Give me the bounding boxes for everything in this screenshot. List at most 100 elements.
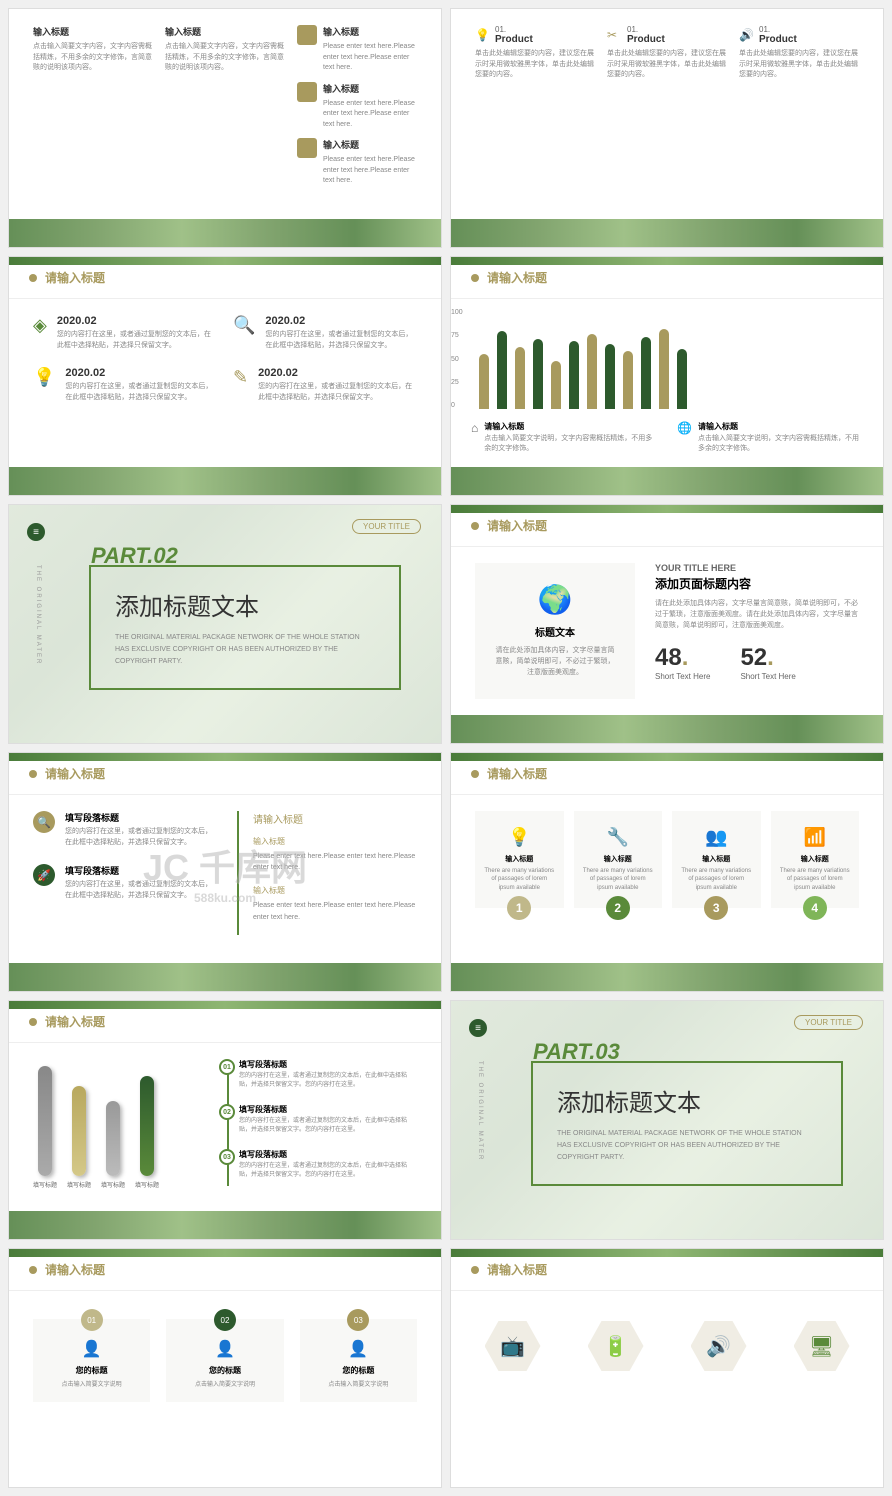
leaf-decoration [9, 753, 441, 761]
numbered-card: 02 👤 您的标题 点击输入简要文字说明 [166, 1319, 283, 1402]
part-number: PART.02 [91, 543, 178, 569]
slide-2: 💡 01. Product 单击此处编辑您要的内容，建议您在展示时采用微软雅黑字… [450, 8, 884, 248]
slide-header: 请输入标题 [45, 1013, 105, 1030]
product-icon: 💡 [475, 28, 489, 42]
stats-column: YOUR TITLE HERE 添加页面标题内容 请在此处添加具体内容，文字尽量… [655, 563, 859, 699]
feature-card: 💡 输入标题 There are many variations of pass… [475, 811, 564, 908]
slide-8: 请输入标题 💡 输入标题 There are many variations o… [450, 752, 884, 992]
product-title: Product [495, 34, 533, 45]
section-header: 请输入标题 [253, 811, 417, 826]
subtitle: YOUR TITLE HERE [655, 563, 859, 573]
slide-9: 请输入标题 填写标题 填写标题 填写标题 填写标题 01 填写段落标题 您的内容… [8, 1000, 442, 1240]
item-desc: Please enter text here.Please enter text… [323, 155, 417, 187]
card-title: 输入标题 [483, 854, 556, 864]
card-number: 3 [704, 896, 728, 920]
timeline-item: 03 填写段落标题 您的内容打在这里，或者通过复制您的文本后，在此框中选择粘贴，… [239, 1149, 417, 1180]
timeline-date: 2020.02 [65, 367, 217, 379]
stat-label: Short Text Here [740, 672, 795, 681]
slide-header: 请输入标题 [45, 765, 105, 782]
product-item: 💡 01. Product 单击此处编辑您要的内容，建议您在展示时采用微软雅黑字… [475, 25, 595, 81]
house-icon: ⌂ [471, 421, 478, 454]
card-number: 1 [507, 896, 531, 920]
card-badge: 01 [81, 1309, 103, 1331]
timeline-icon: ◈ [33, 315, 47, 351]
timeline-icon: 💡 [33, 367, 55, 403]
part-subtitle: THE ORIGINAL MATERIAL PACKAGE NETWORK OF… [115, 632, 375, 668]
timeline-desc: 您的内容打在这里，或者通过复制您的文本后，在此框中选择粘贴，并选择只保留文字。 [265, 330, 417, 351]
chart-bar [587, 334, 597, 409]
globe-icon: 🌐 [677, 421, 692, 454]
timeline-desc: 您的内容打在这里，或者通过复制您的文本后，在此框中选择粘贴，并选择只保留文字。 [258, 382, 417, 403]
part-subtitle: THE ORIGINAL MATERIAL PACKAGE NETWORK OF… [557, 1128, 817, 1164]
card-title: 您的标题 [47, 1365, 136, 1376]
part-title: 添加标题文本 [115, 587, 375, 622]
bar-chart: 1007550250 [471, 309, 863, 409]
stat-item: 48. Short Text Here [655, 644, 710, 681]
card-icon: 📶 [779, 827, 852, 848]
card-desc: There are many variations of passages of… [483, 867, 556, 892]
header-bullet-icon [29, 274, 37, 282]
chart-bar [677, 349, 687, 409]
hexagon-icons: 📺 🔋 🔊 🖥 [451, 1291, 883, 1401]
right-column: 请输入标题 输入标题 Please enter text here.Please… [237, 811, 417, 935]
header-bullet-icon [29, 1018, 37, 1026]
bar-label: 填写标题 [135, 1180, 159, 1189]
slide-part-02: ≡ YOUR TITLE THE ORIGINAL MATER PART.02 … [8, 504, 442, 744]
chart-bar [641, 337, 651, 409]
slide-6: 请输入标题 🌍 标题文本 请在此处添加具体内容，文字尽量言简意赅，简单说明即可，… [450, 504, 884, 744]
slide-7: 请输入标题 🔍 填写段落标题 您的内容打在这里，或者通过复制您的文本后，在此框中… [8, 752, 442, 992]
y-axis-label: 50 [451, 356, 463, 363]
feature-card: 👥 输入标题 There are many variations of pass… [672, 811, 761, 908]
product-title: Product [627, 34, 665, 45]
timeline-icon: 🔍 [233, 315, 255, 351]
leaf-decoration [9, 1001, 441, 1009]
vertical-bars: 填写标题 填写标题 填写标题 填写标题 [33, 1059, 203, 1194]
card-badge: 03 [347, 1309, 369, 1331]
header-bullet-icon [471, 1266, 479, 1274]
header-bullet-icon [471, 522, 479, 530]
chart-label: ⌂ 请输入标题 点击输入简要文字说明，文字内容需概括精炼，不用多余的文字修饰。 [471, 421, 657, 454]
slide-4: 请输入标题 1007550250 ⌂ 请输入标题 点击输入简要文字说明，文字内容… [450, 256, 884, 496]
label-desc: 点击输入简要文字说明，文字内容需概括精炼，不用多余的文字修饰。 [484, 434, 657, 454]
card-icon: 💡 [483, 827, 556, 848]
label-title: 请输入标题 [484, 421, 657, 432]
item-desc: Please enter text here.Please enter text… [323, 99, 417, 131]
timeline-date: 2020.02 [57, 315, 217, 327]
person-icon: 👤 [314, 1339, 403, 1359]
item-title: 输入标题 [323, 82, 417, 95]
bar-icon [72, 1086, 86, 1176]
timeline-desc: 您的内容打在这里，或者通过复制您的文本后，在此框中选择粘贴，并选择只保留文字。 [57, 330, 217, 351]
item-title: 输入标题 [253, 885, 417, 896]
numbered-card: 01 👤 您的标题 点击输入简要文字说明 [33, 1319, 150, 1402]
card-title: 输入标题 [680, 854, 753, 864]
slide-1: 输入标题 点击输入简要文字内容，文字内容需概括精炼，不用多余的文字修饰，言简意赅… [8, 8, 442, 248]
vertical-timeline: 01 填写段落标题 您的内容打在这里，或者通过复制您的文本后，在此框中选择粘贴，… [219, 1059, 417, 1194]
item-title: 输入标题 [323, 138, 417, 151]
leaf-decoration [451, 505, 883, 513]
speaker-icon: 🔊 [691, 1321, 747, 1371]
card-number: 4 [803, 896, 827, 920]
search-icon: 🔍 [33, 811, 55, 833]
timeline-item: 💡 2020.02 您的内容打在这里，或者通过复制您的文本后，在此框中选择粘贴，… [33, 367, 217, 403]
item-desc: Please enter text here.Please enter text… [323, 42, 417, 74]
header-bullet-icon [471, 770, 479, 778]
feature-card: 🔧 输入标题 There are many variations of pass… [574, 811, 663, 908]
leaf-decoration [451, 715, 883, 743]
numbered-card: 03 👤 您的标题 点击输入简要文字说明 [300, 1319, 417, 1402]
item-title: 输入标题 [253, 836, 417, 847]
slide-header: 请输入标题 [487, 765, 547, 782]
title: 添加页面标题内容 [655, 575, 859, 592]
vertical-text: THE ORIGINAL MATER [477, 1061, 483, 1161]
vertical-text: THE ORIGINAL MATER [35, 565, 41, 665]
bar-icon [38, 1066, 52, 1176]
header-bullet-icon [29, 1266, 37, 1274]
chart-bar [623, 351, 633, 409]
menu-icon: ≡ [27, 523, 45, 541]
part-title: 添加标题文本 [557, 1083, 817, 1118]
timeline-item: 🔍 2020.02 您的内容打在这里，或者通过复制您的文本后，在此框中选择粘贴，… [233, 315, 417, 351]
globe-card: 🌍 标题文本 请在此处添加具体内容，文字尽量言简意赅，简单说明即可，不必过于繁琐… [475, 563, 635, 699]
item-desc: 您的内容打在这里，或者通过复制您的文本后，在此框中选择粘贴，并选择只保留文字。 [65, 880, 213, 901]
timeline-title: 填写段落标题 [239, 1104, 417, 1115]
slide-11: 请输入标题 01 👤 您的标题 点击输入简要文字说明 02 👤 您的标题 点击输… [8, 1248, 442, 1488]
slide-header: 请输入标题 [45, 1261, 105, 1278]
